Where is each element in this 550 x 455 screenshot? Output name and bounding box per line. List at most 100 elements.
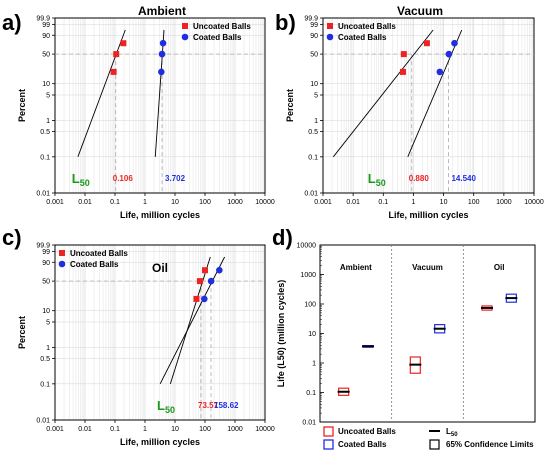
x-tick-label: 0.001 — [314, 199, 332, 206]
coated-data-point — [158, 50, 166, 58]
x-tick-label: 10000 — [524, 199, 544, 206]
x-tick-label: 1 — [143, 426, 147, 433]
y-tick-label: 0.5 — [308, 129, 318, 136]
legend-label: Uncoated Balls — [70, 249, 128, 258]
legend-label: Coated Balls — [193, 33, 242, 42]
x-tick-label: 0.01 — [78, 426, 92, 433]
x-tick-label: 0.1 — [378, 199, 388, 206]
y-tick-label: 90 — [42, 33, 50, 40]
panel-letter: c) — [2, 225, 22, 250]
panel-title: Oil — [152, 261, 168, 275]
y-tick-label: 1 — [46, 118, 50, 125]
weibull-fit-line — [332, 29, 434, 158]
y-tick-label: 10 — [308, 331, 316, 338]
l50-coated-value: 3.702 — [165, 174, 186, 183]
y-tick-label: 90 — [310, 33, 318, 40]
x-tick-label: 1 — [411, 199, 415, 206]
y-axis-label: Percent — [285, 89, 295, 122]
y-tick-label: 10 — [310, 81, 318, 88]
x-tick-label: 10 — [440, 199, 448, 206]
legend-label: Coated Balls — [70, 260, 119, 269]
y-tick-label: 1 — [46, 345, 50, 352]
category-label: Vacuum — [412, 263, 443, 272]
coated-data-point — [201, 295, 208, 303]
y-tick-label: 0.01 — [302, 420, 316, 427]
panel-title: Vacuum — [397, 4, 443, 18]
legend-label: Coated Balls — [338, 33, 387, 42]
x-axis-label: Life, million cycles — [120, 437, 200, 447]
panel-letter: a) — [2, 10, 22, 35]
y-tick-label: 50 — [42, 279, 50, 286]
plot-frame — [54, 244, 266, 421]
legend-label: Uncoated Balls — [193, 22, 251, 31]
probability-plot-2: 0.001 0.01 0.1 1 10 100 1000 100000.010.10.5151… — [275, 4, 544, 220]
coated-data-point — [207, 277, 215, 285]
weibull-fit-line — [159, 256, 225, 385]
y-tick-label: 90 — [42, 260, 50, 267]
x-tick-label: 10 — [171, 426, 179, 433]
panel-letter: d) — [272, 225, 293, 250]
legend-uncoated-box — [323, 426, 334, 437]
y-tick-label: 10000 — [297, 243, 317, 250]
weibull-fit-line — [407, 29, 463, 158]
uncoated-data-point — [120, 40, 127, 47]
legend-square-marker — [182, 23, 188, 29]
y-tick-label: 0.1 — [308, 154, 318, 161]
x-tick-label: 100 — [199, 199, 211, 206]
legend-l50-label: L50 — [446, 427, 458, 438]
x-axis-label: Life, million cycles — [120, 210, 200, 220]
x-tick-label: 0.001 — [46, 199, 64, 206]
y-tick-label: 99.9 — [304, 16, 318, 23]
weibull-fit-line — [169, 256, 211, 384]
y-tick-label: 0.5 — [40, 356, 50, 363]
x-tick-label: 1000 — [496, 199, 512, 206]
legend-coated-box — [323, 439, 334, 450]
uncoated-data-point — [399, 68, 406, 75]
probability-plot-3: 0.001 0.01 0.1 1 10 100 1000 100000.010.10.5151… — [2, 225, 275, 447]
legend-label: Coated Balls — [338, 440, 387, 449]
legend-label: 65% Confidence Limits — [446, 440, 534, 449]
y-tick-label: 0.1 — [40, 154, 50, 161]
y-tick-label: 10 — [42, 81, 50, 88]
y-tick-label: 5 — [46, 92, 50, 99]
y-tick-label: 100 — [304, 302, 316, 309]
uncoated-data-point — [110, 68, 117, 75]
legend-label: Uncoated Balls — [338, 427, 396, 436]
plot-frame — [322, 17, 535, 194]
coated-data-point — [216, 266, 223, 274]
legend-square-marker — [59, 250, 65, 256]
y-tick-label: 10 — [42, 308, 50, 315]
legend-label: Uncoated Balls — [338, 22, 396, 31]
l50-coated-value: 14.540 — [451, 174, 476, 183]
y-tick-label: 1 — [312, 361, 316, 368]
x-tick-label: 0.001 — [46, 426, 64, 433]
coated-data-point — [158, 68, 165, 76]
y-tick-label: 99 — [42, 249, 50, 256]
x-tick-label: 10000 — [255, 426, 275, 433]
x-tick-label: 0.1 — [110, 426, 120, 433]
x-tick-label: 0.1 — [110, 199, 120, 206]
legend-circle-marker — [58, 260, 66, 268]
y-tick-label: 0.1 — [40, 381, 50, 388]
y-tick-label: 0.1 — [306, 390, 316, 397]
category-label: Ambient — [340, 263, 372, 272]
l50-symbol: L50 — [368, 171, 386, 188]
legend-circle-marker — [181, 33, 189, 41]
y-axis-label: Percent — [17, 316, 27, 349]
uncoated-data-point — [193, 295, 200, 302]
y-tick-label: 50 — [42, 52, 50, 59]
panel-title: Ambient — [138, 4, 186, 18]
l50-coated-value: 158.62 — [214, 401, 239, 410]
l50-symbol: L50 — [72, 171, 90, 188]
probability-plot-1: 0.001 0.01 0.1 1 10 100 1000 100000.010.10.5151… — [2, 4, 275, 220]
panel-letter: b) — [275, 10, 296, 35]
x-tick-label: 0.01 — [346, 199, 360, 206]
legend-square-marker — [327, 23, 333, 29]
coated-data-point — [436, 68, 444, 76]
uncoated-data-point — [423, 40, 430, 47]
coated-data-point — [159, 39, 167, 47]
y-axis-label: Life (L50) (million cycles) — [276, 280, 286, 388]
y-axis-label: Percent — [17, 89, 27, 122]
x-tick-label: 0.01 — [78, 199, 92, 206]
l50-uncoated-value: 73.57 — [198, 401, 219, 410]
